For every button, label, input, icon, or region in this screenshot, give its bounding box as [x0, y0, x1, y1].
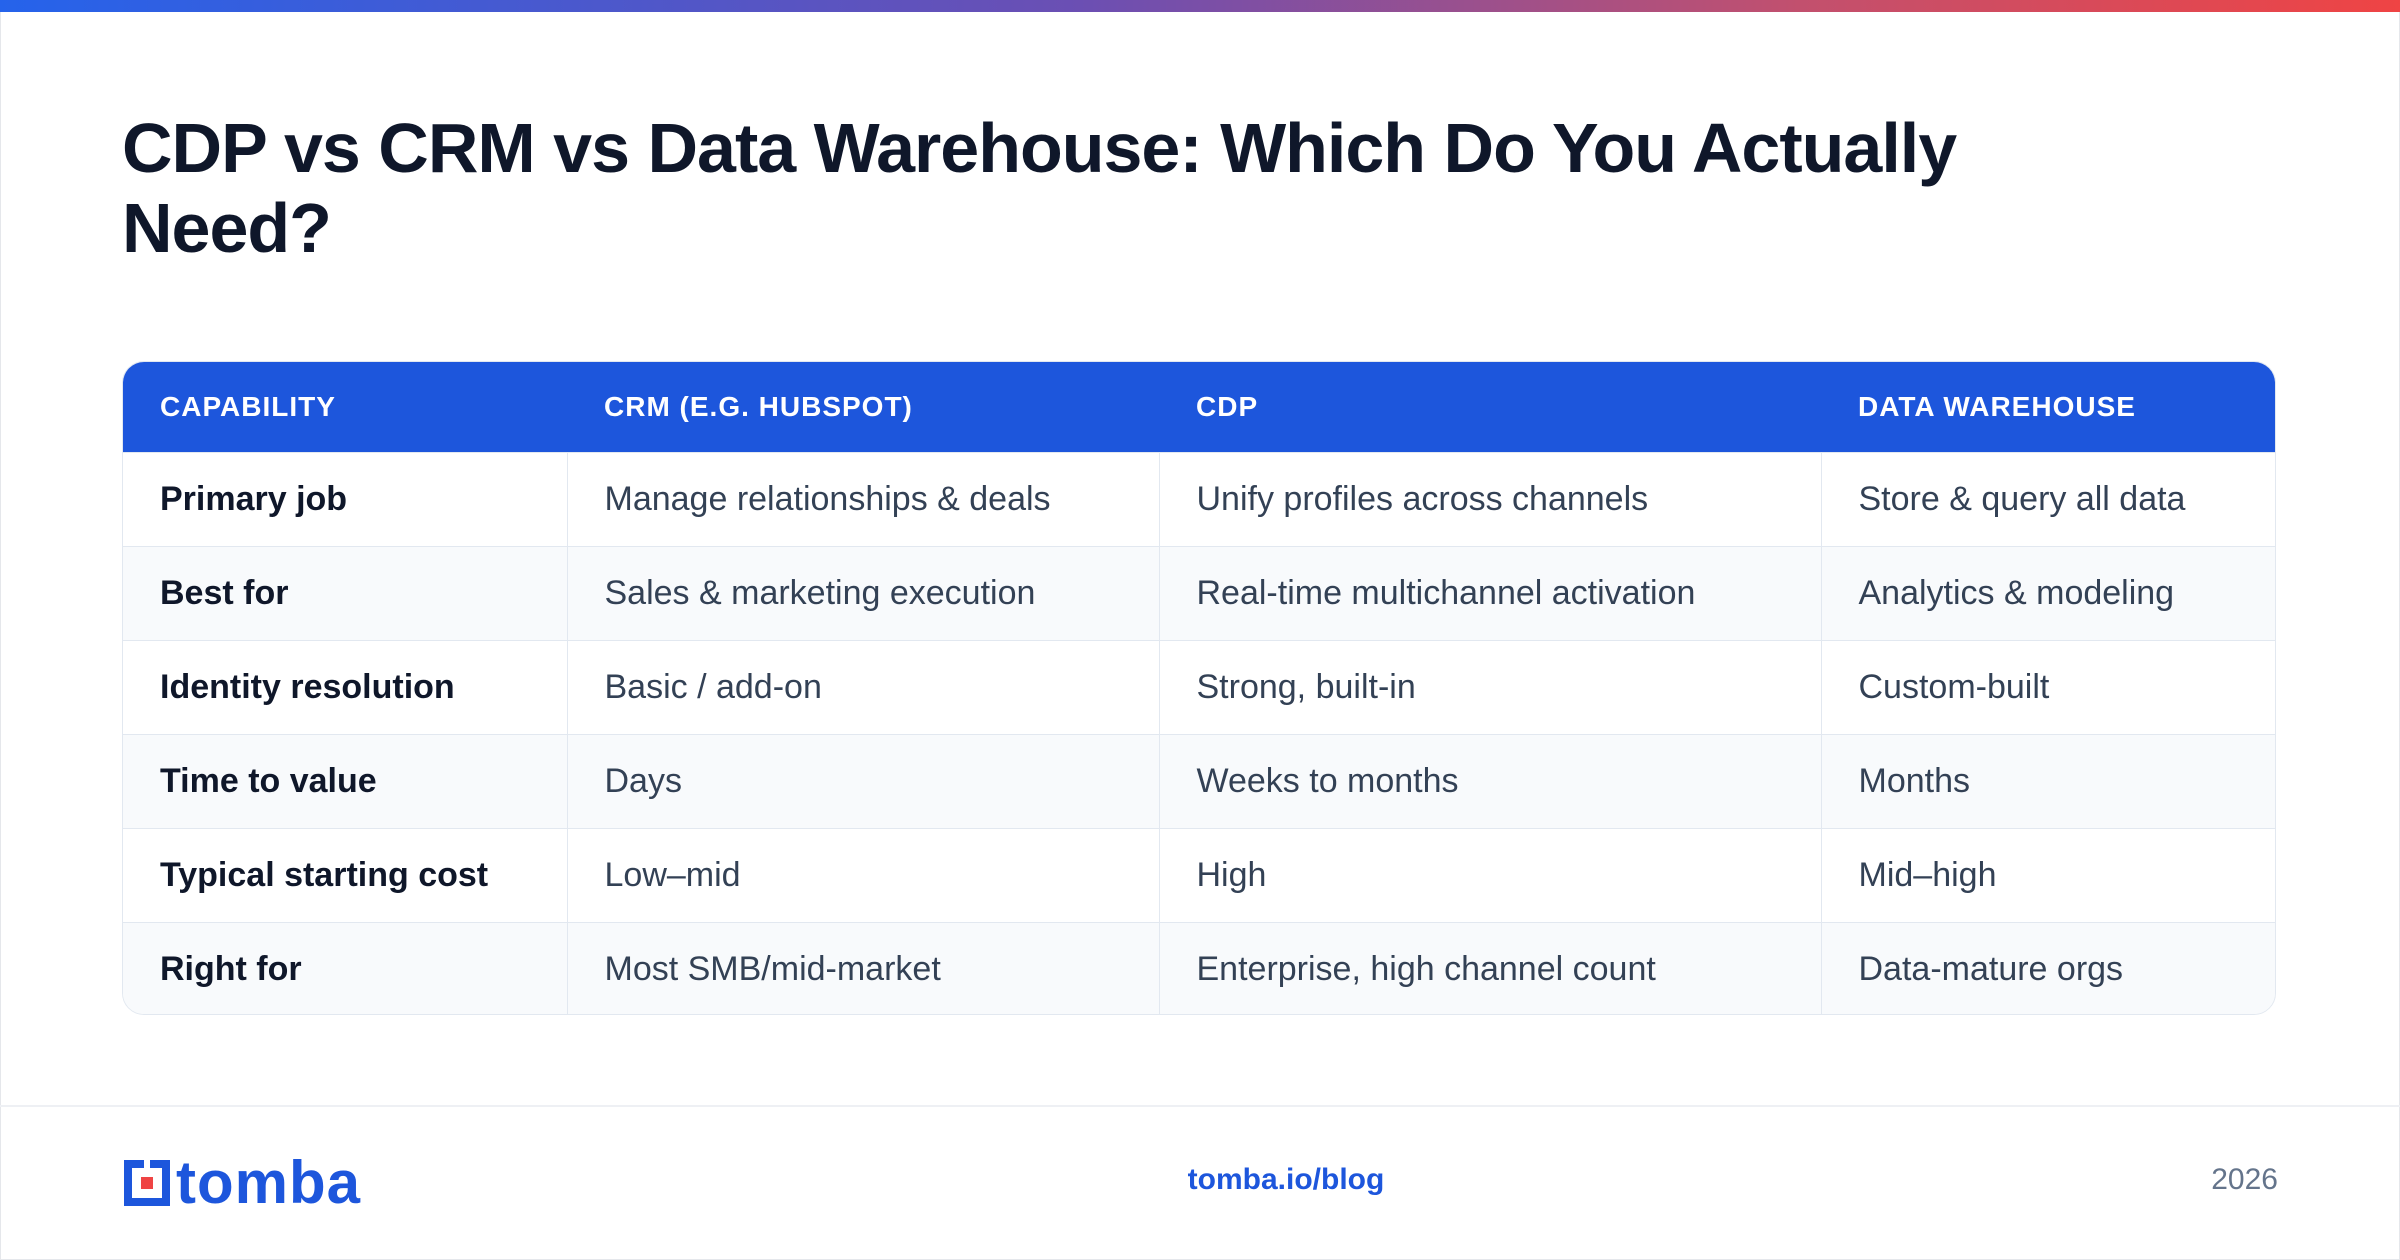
table-cell: Manage relationships & deals — [566, 451, 1159, 546]
table-cell: Days — [566, 733, 1159, 828]
row-label: Typical starting cost — [123, 827, 567, 922]
footer-divider — [0, 1105, 2400, 1107]
table-row: Best for Sales & marketing execution Rea… — [123, 545, 2275, 640]
table-cell: Sales & marketing execution — [566, 545, 1159, 640]
row-label: Time to value — [123, 733, 567, 828]
header-capability: CAPABILITY — [160, 390, 336, 422]
row-label: Primary job — [123, 451, 567, 546]
table-cell: Low–mid — [566, 827, 1159, 922]
table-cell: Basic / add-on — [566, 639, 1159, 734]
table-row: Primary job Manage relationships & deals… — [123, 451, 2275, 546]
table-cell: Enterprise, high channel count — [1158, 921, 1821, 1014]
logo-wordmark: tomba — [176, 1149, 361, 1216]
table-cell: Mid–high — [1820, 827, 2275, 922]
table-cell: Analytics & modeling — [1820, 545, 2275, 640]
header-cdp: CDP — [1196, 390, 1259, 422]
footer-year: 2026 — [2211, 1163, 2278, 1196]
table-cell: Unify profiles across channels — [1158, 451, 1821, 546]
row-label: Best for — [123, 545, 567, 640]
page-title: CDP vs CRM vs Data Warehouse: Which Do Y… — [122, 109, 1957, 267]
blog-link[interactable]: tomba.io/blog — [1187, 1163, 1385, 1196]
table-cell: Data-mature orgs — [1820, 921, 2275, 1014]
table-cell: Most SMB/mid-market — [566, 921, 1159, 1014]
row-label: Right for — [123, 921, 567, 1014]
row-label: Identity resolution — [123, 639, 567, 734]
table-row: Time to value Days Weeks to months Month… — [123, 733, 2275, 828]
tomba-logo[interactable]: tomba — [122, 1149, 361, 1216]
table-cell: Months — [1820, 733, 2275, 828]
gradient-top-bar — [0, 0, 2400, 12]
comparison-table: CAPABILITY CRM (E.G. HUBSPOT) CDP DATA W… — [122, 361, 2276, 1015]
table-cell: High — [1158, 827, 1821, 922]
table-row: Identity resolution Basic / add-on Stron… — [123, 639, 2275, 734]
table-header-row: CAPABILITY CRM (E.G. HUBSPOT) CDP DATA W… — [123, 362, 2275, 452]
table-cell: Custom-built — [1820, 639, 2275, 734]
tomba-logo-icon — [124, 1158, 170, 1206]
header-crm: CRM (E.G. HUBSPOT) — [604, 390, 913, 422]
table-cell: Weeks to months — [1158, 733, 1821, 828]
table-row: Right for Most SMB/mid-market Enterprise… — [123, 921, 2275, 1014]
table-cell: Real-time multichannel activation — [1158, 545, 1821, 640]
table-cell: Strong, built-in — [1158, 639, 1821, 734]
table-cell: Store & query all data — [1820, 451, 2275, 546]
table-row: Typical starting cost Low–mid High Mid–h… — [123, 827, 2275, 922]
header-data-warehouse: DATA WAREHOUSE — [1858, 390, 2136, 422]
